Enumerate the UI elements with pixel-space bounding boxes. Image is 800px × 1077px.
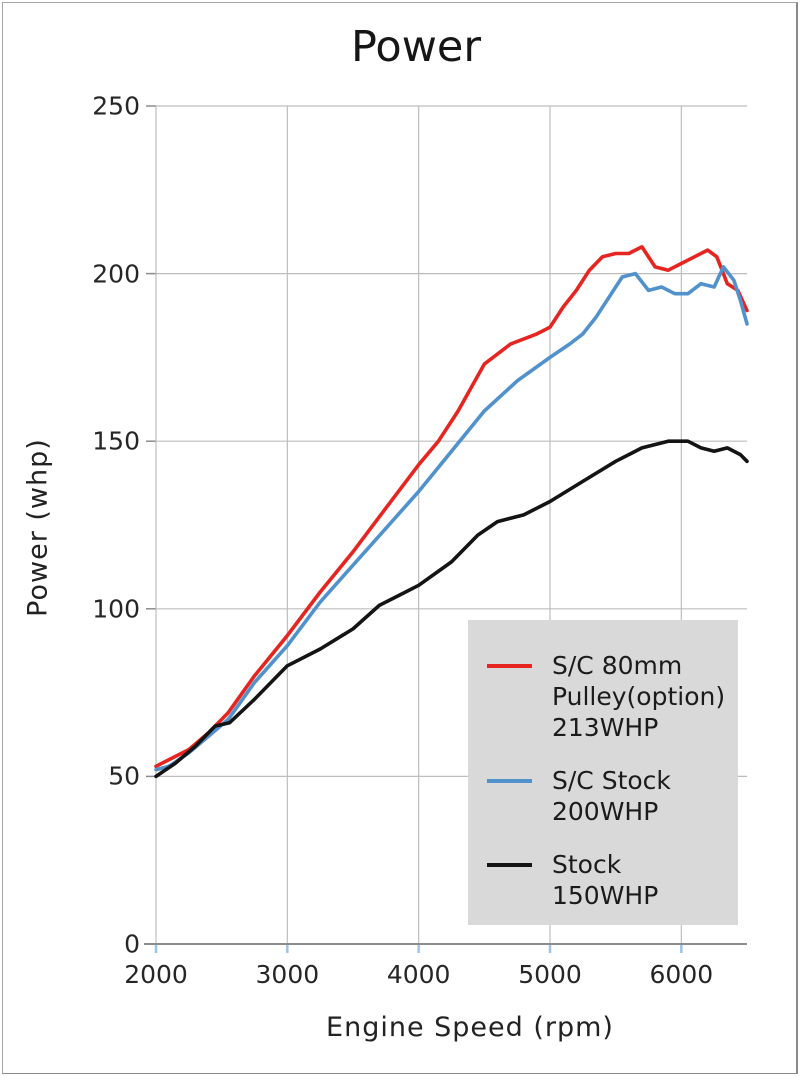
x-axis-title: Engine Speed (rpm) [326,1012,614,1043]
legend-label: Stock 150WHP [552,850,659,910]
legend-line-black [487,863,532,867]
legend-entry-sc-stock: S/C Stock 200WHP [487,765,728,827]
legend-line-blue [487,779,532,783]
x-tick-label: 6000 [649,960,714,989]
legend-label: S/C Stock 200WHP [552,766,671,826]
series-line-2 [154,439,749,779]
y-tick-label: 250 [92,91,140,121]
legend-label: S/C 80mm Pulley(option) 213WHP [552,651,726,742]
x-tick-label: 5000 [518,960,582,989]
y-axis-title: Power (whp) [22,438,54,617]
legend-entry-stock: Stock 150WHP [487,849,728,911]
y-tick-label: 0 [124,929,140,959]
series-line-0 [154,245,749,769]
x-tick-label: 4000 [386,960,451,989]
x-tick-label: 2000 [124,960,188,989]
legend-entry-sc-80mm-pulley: S/C 80mm Pulley(option) 213WHP [487,650,728,743]
y-tick-label: 200 [92,259,140,289]
chart-title: Power [350,22,481,72]
legend: S/C 80mm Pulley(option) 213WHP S/C Stock… [468,620,738,925]
y-tick-label: 150 [92,426,140,456]
x-tick-label: 3000 [255,960,320,989]
y-tick-label: 100 [92,594,140,624]
legend-line-red [487,664,532,668]
series-line-1 [154,265,749,772]
y-tick-label: 50 [108,761,140,791]
